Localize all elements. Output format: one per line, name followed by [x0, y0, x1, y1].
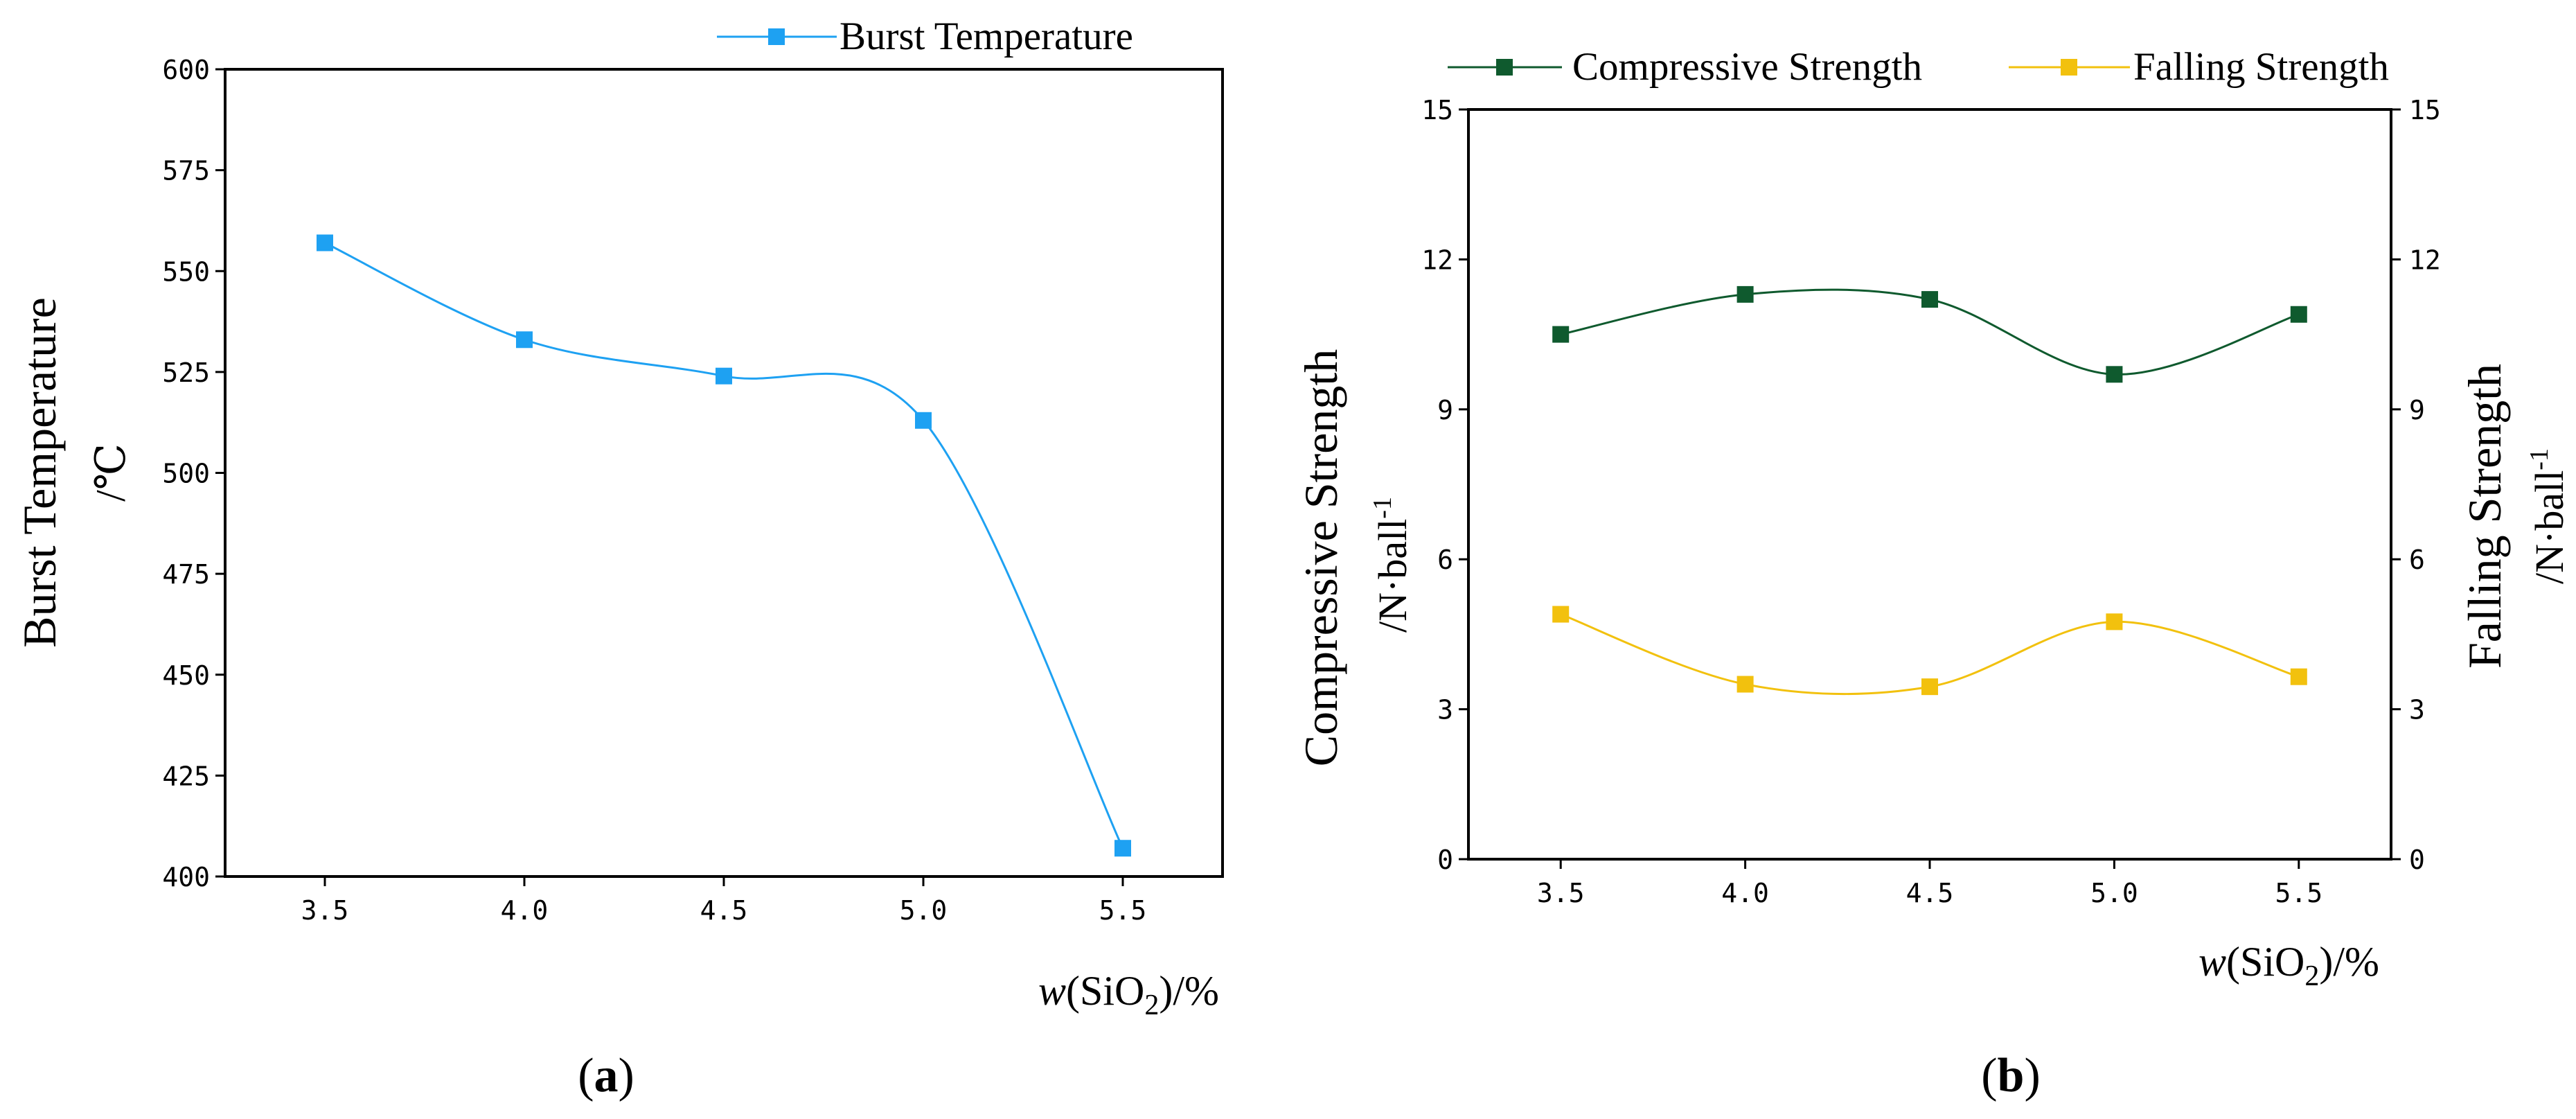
panel-b-x-tick-label: 4.5: [1906, 878, 1954, 908]
panel-b-y-tick-label: 9: [1437, 395, 1453, 425]
panel-b-data-point-falling: [1736, 676, 1754, 693]
panel-a-data-point-burst: [1114, 840, 1131, 857]
panel-a-y-axis-unit: /℃: [88, 443, 134, 502]
panel-b-right-y-axis-unit: /N·ball-1: [2525, 448, 2572, 584]
panel-a-legend-label-burst: Burst Temperature: [840, 15, 1133, 58]
panel-a-data-point-burst: [716, 367, 732, 385]
panel-b-x-tick-label: 3.5: [1537, 878, 1585, 908]
panel-b-data-point-falling: [2290, 668, 2307, 685]
panel-a-burst-temperature-chart: 400 425 450 475 500 525 550 575 600 3.5 4.0 4.5 5.0…: [13, 15, 1224, 1102]
panel-b-y-tick-label: 6: [1437, 545, 1453, 575]
panel-b-strength-chart: 0 3 6 9 12 15 0 3 6 9 12 15 3.5 4.0 4.5 5.0 5.5 Compre…: [1295, 45, 2572, 1102]
panel-a-series-lines: [324, 242, 1124, 849]
panel-a-series-markers: [317, 234, 1131, 857]
panel-a-y-tick-label: 475: [162, 559, 210, 590]
panel-b-legend-label-compressive: Compressive Strength: [1572, 45, 1922, 89]
panel-a-y-tick-label: 600: [162, 55, 210, 85]
panel-b-legend: Compressive Strength Falling Strength: [1448, 45, 2389, 89]
panel-b-y-tick-label: 0: [1437, 845, 1453, 875]
panel-a-label: (a): [578, 1049, 634, 1102]
panel-a-y-tick-label: 400: [162, 862, 210, 892]
panel-b-series-lines: [1560, 288, 2300, 696]
panel-a-y-tick-label: 500: [162, 459, 210, 489]
panel-b-x-tick-label: 4.0: [1721, 878, 1769, 908]
panel-b-y-tick-label: 12: [1421, 245, 1453, 275]
panel-a-plot-frame: [224, 68, 1224, 878]
panel-b-legend-label-falling: Falling Strength: [2133, 45, 2389, 89]
panel-a-x-tick-label: 5.5: [1099, 895, 1147, 926]
panel-a-legend: Burst Temperature: [717, 15, 1133, 58]
panel-b-left-y-axis: 0 3 6 9 12 15: [1421, 95, 1468, 875]
panel-b-right-y-axis: 0 3 6 9 12 15: [2391, 95, 2441, 875]
panel-a-x-tick-label: 4.0: [501, 895, 549, 926]
panel-b-data-point-compressive: [2290, 306, 2307, 323]
panel-b-y2-tick-label: 15: [2409, 95, 2441, 125]
panel-b-data-point-falling: [1552, 606, 1570, 623]
panel-b-left-y-axis-title: Compressive Strength: [1295, 349, 1347, 767]
panel-a-y-tick-label: 550: [162, 256, 210, 287]
panel-b-data-point-compressive: [2106, 366, 2123, 383]
panel-a-data-point-burst: [317, 234, 333, 252]
panel-b-legend-marker-falling: [2061, 59, 2077, 76]
panel-a-y-tick-label: 450: [162, 660, 210, 691]
panel-b-left-y-axis-unit: /N·ball-1: [1368, 497, 1415, 633]
panel-b-x-axis-title: w(SiO2)/%: [2199, 939, 2379, 992]
panel-b-right-y-axis-title: Falling Strength: [2458, 364, 2511, 669]
panel-b-series-markers: [1552, 285, 2307, 696]
panel-b-x-axis: 3.5 4.0 4.5 5.0 5.5: [1537, 859, 2322, 908]
panel-b-y2-tick-label: 3: [2409, 695, 2425, 725]
panel-a-y-axis-title: Burst Temperature: [13, 297, 66, 648]
panel-a-y-tick-label: 525: [162, 358, 210, 388]
panel-b-x-tick-label: 5.0: [2090, 878, 2138, 908]
panel-a-x-axis: 3.5 4.0 4.5 5.0 5.5: [301, 876, 1147, 926]
panel-a-data-point-burst: [516, 331, 533, 349]
panel-a-series-line-burst: [324, 242, 1124, 849]
panel-a-x-tick-label: 5.0: [900, 895, 948, 926]
panel-b-y-tick-label: 15: [1421, 95, 1453, 125]
panel-a-y-tick-label: 425: [162, 761, 210, 791]
panel-b-y2-tick-label: 0: [2409, 845, 2425, 875]
panel-b-y2-tick-label: 9: [2409, 395, 2425, 425]
panel-b-y2-tick-label: 6: [2409, 545, 2425, 575]
panel-b-data-point-compressive: [1921, 291, 1938, 308]
panel-b-data-point-falling: [2106, 613, 2123, 631]
panel-b-y2-tick-label: 12: [2409, 245, 2441, 275]
panel-b-label: (b): [1981, 1049, 2041, 1102]
panel-b-data-point-compressive: [1552, 326, 1570, 343]
panel-a-x-axis-title: w(SiO2)/%: [1038, 968, 1219, 1021]
panel-b-y-tick-label: 3: [1437, 695, 1453, 725]
panel-b-plot-frame: [1467, 108, 2392, 861]
panel-a-y-axis: 400 425 450 475 500 525 550 575 600: [162, 55, 225, 892]
panel-b-data-point-falling: [1921, 678, 1938, 696]
panel-b-x-tick-label: 5.5: [2275, 878, 2322, 908]
panel-b-data-point-compressive: [1736, 285, 1754, 303]
panel-b-legend-marker-compressive: [1496, 59, 1513, 76]
panel-a-legend-marker-burst: [768, 28, 785, 45]
panel-a-data-point-burst: [915, 412, 932, 429]
panel-a-x-tick-label: 4.5: [700, 895, 748, 926]
panel-a-y-tick-label: 575: [162, 156, 210, 186]
panel-a-x-tick-label: 3.5: [301, 895, 349, 926]
